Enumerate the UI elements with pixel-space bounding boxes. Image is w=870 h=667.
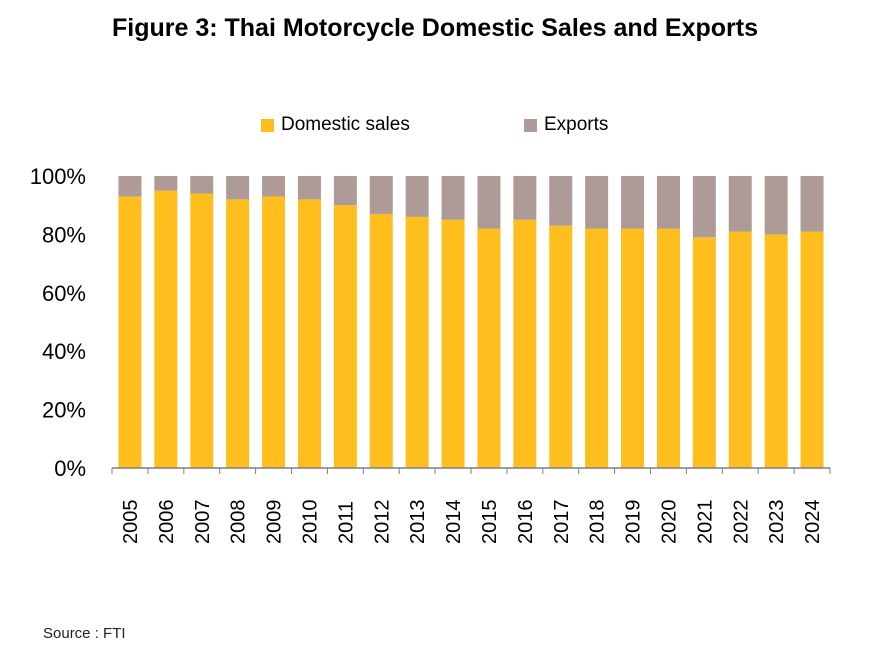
- bar-exports-2007: [190, 176, 214, 194]
- bar-domestic-2018: [585, 228, 609, 468]
- legend-swatch-domestic: [261, 118, 274, 132]
- x-tick-label: 2006: [156, 500, 178, 545]
- bar-exports-2005: [118, 176, 142, 197]
- y-tick-label: 60%: [42, 281, 86, 306]
- bar-domestic-2017: [549, 225, 573, 468]
- bar-domestic-2011: [333, 205, 357, 468]
- bar-exports-2022: [728, 176, 752, 232]
- bar-domestic-2010: [297, 199, 321, 469]
- legend-item-domestic: Domestic sales: [261, 114, 410, 136]
- x-tick-label: 2011: [335, 501, 357, 544]
- legend-item-exports: Exports: [524, 114, 608, 136]
- x-tick-label: 2019: [623, 500, 645, 545]
- bar-exports-2014: [441, 176, 465, 220]
- x-tick-label: 2024: [802, 500, 824, 545]
- bar-exports-2010: [297, 176, 321, 200]
- bar-exports-2015: [477, 176, 501, 229]
- bar-domestic-2013: [405, 216, 429, 468]
- x-tick-label: 2010: [299, 500, 321, 545]
- bar-exports-2008: [226, 176, 250, 200]
- bar-exports-2006: [154, 176, 178, 191]
- bar-domestic-2007: [190, 193, 214, 468]
- legend: Domestic sales Exports: [0, 114, 870, 140]
- legend-swatch-exports: [524, 118, 537, 132]
- x-tick-label: 2018: [587, 500, 609, 545]
- bar-domestic-2008: [226, 199, 250, 469]
- chart-title: Figure 3: Thai Motorcycle Domestic Sales…: [111, 14, 758, 42]
- y-tick-label: 100%: [30, 164, 86, 189]
- bar-exports-2021: [692, 176, 716, 238]
- x-tick-label: 2020: [658, 500, 680, 545]
- bar-exports-2009: [262, 176, 286, 197]
- bar-exports-2013: [405, 176, 429, 217]
- bar-domestic-2006: [154, 190, 178, 468]
- x-tick-label: 2022: [730, 500, 752, 545]
- x-tick-label: 2005: [120, 500, 142, 545]
- bar-domestic-2020: [656, 228, 680, 468]
- bar-exports-2018: [585, 176, 609, 229]
- x-tick-label: 2009: [264, 500, 286, 545]
- bar-domestic-2016: [513, 219, 537, 468]
- x-tick-label: 2014: [443, 500, 465, 545]
- bar-exports-2012: [369, 176, 393, 214]
- bar-exports-2011: [333, 176, 357, 206]
- bar-exports-2023: [764, 176, 788, 235]
- bar-domestic-2014: [441, 219, 465, 468]
- x-tick-label: 2008: [228, 500, 250, 545]
- x-tick-label: 2015: [479, 500, 501, 545]
- bar-domestic-2024: [800, 231, 824, 468]
- x-tick-label: 2016: [515, 500, 537, 545]
- x-tick-label: 2017: [551, 500, 573, 545]
- legend-label-domestic: Domestic sales: [281, 114, 410, 135]
- bar-exports-2019: [621, 176, 645, 229]
- y-tick-label: 80%: [42, 222, 86, 247]
- bar-exports-2020: [656, 176, 680, 229]
- x-tick-label: 2023: [766, 500, 788, 545]
- x-tick-label: 2007: [192, 500, 214, 545]
- bar-exports-2024: [800, 176, 824, 232]
- bar-domestic-2019: [621, 228, 645, 468]
- x-tick-label: 2012: [371, 500, 393, 545]
- bar-domestic-2021: [692, 237, 716, 468]
- x-tick-label: 2013: [407, 500, 429, 545]
- bar-domestic-2005: [118, 196, 142, 468]
- bar-domestic-2012: [369, 213, 393, 468]
- bar-domestic-2023: [764, 234, 788, 468]
- bar-domestic-2015: [477, 228, 501, 468]
- source-note: Source : FTI: [43, 625, 126, 642]
- legend-label-exports: Exports: [544, 114, 609, 135]
- bar-exports-2017: [549, 176, 573, 226]
- bar-exports-2016: [513, 176, 537, 220]
- y-tick-label: 20%: [42, 398, 86, 423]
- bar-domestic-2009: [262, 196, 286, 468]
- bar-domestic-2022: [728, 231, 752, 468]
- y-tick-label: 0%: [54, 456, 86, 481]
- y-tick-label: 40%: [42, 339, 86, 364]
- x-tick-label: 2021: [694, 500, 716, 545]
